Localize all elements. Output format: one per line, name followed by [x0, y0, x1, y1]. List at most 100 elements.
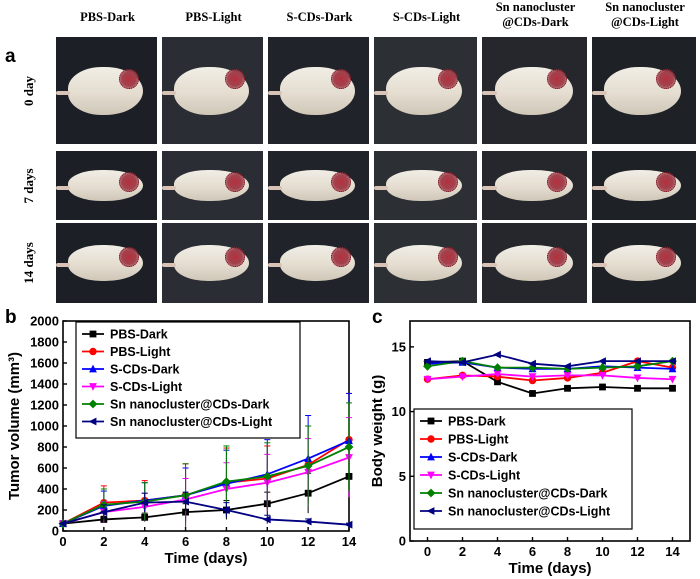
- tumor-site: [547, 247, 567, 267]
- x-axis-label: Time (days): [164, 550, 247, 567]
- plot-frame: [409, 320, 691, 542]
- data-point: [303, 461, 313, 471]
- tumor-site: [119, 172, 139, 192]
- row-label: 0 day: [21, 75, 36, 106]
- y-axis-label: Tumor volume (mm³): [6, 352, 23, 500]
- legend-label: PBS-Dark: [448, 415, 506, 429]
- legend-marker: [426, 507, 435, 515]
- mouse-photo: [162, 223, 263, 303]
- data-point: [563, 371, 572, 380]
- x-axis-label: Time (days): [508, 560, 591, 577]
- data-point: [528, 373, 537, 382]
- mouse-tail: [592, 91, 607, 95]
- legend-label: S-CDs-Dark: [448, 451, 518, 465]
- series-line: [62, 500, 350, 526]
- mouse-photo: [268, 37, 369, 144]
- mouse-tail: [374, 263, 388, 267]
- series-line: [427, 353, 673, 368]
- data-point: [140, 498, 149, 507]
- row-label: 14 days: [21, 242, 36, 284]
- y-tick-label: 200: [37, 503, 59, 518]
- mouse-photo: [374, 223, 477, 303]
- data-point: [598, 357, 606, 366]
- series-line: [427, 360, 673, 395]
- mouse-photo: [374, 151, 477, 220]
- legend-label: Sn nanocluster@CDs-Light: [448, 505, 611, 519]
- data-point: [262, 515, 271, 524]
- tumor-site: [225, 69, 245, 89]
- y-tick-label: 0: [399, 534, 406, 549]
- x-tick-label: 10: [260, 534, 274, 549]
- mouse-photo: [374, 37, 477, 144]
- legend-marker: [89, 330, 97, 338]
- data-point: [669, 384, 676, 392]
- y-tick-label: 1000: [30, 419, 59, 434]
- mouse-tail: [268, 263, 282, 267]
- tumor-site: [331, 69, 351, 89]
- tumor-site: [331, 247, 351, 267]
- tumor-site: [438, 172, 458, 192]
- y-tick-label: 400: [37, 482, 59, 497]
- y-tick-label: 600: [37, 461, 59, 476]
- mouse-tail: [268, 186, 282, 190]
- mouse-photo: [268, 223, 369, 303]
- data-point: [668, 364, 677, 373]
- data-point: [599, 383, 606, 391]
- x-tick-label: 2: [459, 544, 466, 559]
- tumor-site: [656, 69, 676, 89]
- data-point: [598, 363, 607, 372]
- column-header: S-CDs-Dark: [286, 10, 353, 24]
- mouse-photo: [482, 223, 587, 303]
- data-point: [564, 384, 571, 392]
- row-label: 7 days: [21, 167, 36, 204]
- mouse-photo: [56, 223, 157, 303]
- data-point: [633, 374, 642, 383]
- y-tick-label: 800: [37, 440, 59, 455]
- data-point: [58, 519, 67, 528]
- x-tick-label: 2: [100, 534, 107, 549]
- x-tick-label: 14: [342, 534, 357, 549]
- mouse-photo: [592, 223, 696, 303]
- legend-marker: [427, 471, 435, 480]
- mouse-photo: [482, 151, 587, 220]
- mouse-tail: [268, 91, 282, 95]
- tumor-site: [438, 247, 458, 267]
- x-tick-label: 6: [182, 534, 189, 549]
- data-point: [99, 508, 108, 516]
- panel-b-label: b: [5, 307, 17, 328]
- y-tick-label: 2000: [30, 314, 59, 329]
- mouse-photo: [268, 151, 369, 220]
- tumor-site: [331, 172, 351, 192]
- data-point: [458, 373, 467, 382]
- data-point: [181, 497, 189, 506]
- column-header: Sn nanocluster @CDs-Light: [605, 0, 685, 29]
- legend-marker: [89, 383, 97, 391]
- y-tick-label: 0: [52, 524, 59, 539]
- data-point: [222, 506, 230, 514]
- mouse-tail: [482, 263, 497, 267]
- mouse-tail: [162, 186, 176, 190]
- x-tick-label: 8: [223, 534, 230, 549]
- mouse-photo: [162, 37, 263, 144]
- tumor-site: [438, 69, 458, 89]
- mouse-photo: [56, 151, 157, 220]
- legend-label: PBS-Dark: [110, 328, 168, 342]
- y-tick-label: 15: [392, 339, 406, 354]
- x-tick-label: 0: [59, 534, 66, 549]
- column-header: S-CDs-Light: [392, 10, 461, 24]
- data-point: [493, 350, 501, 359]
- x-tick-label: 10: [595, 544, 609, 559]
- mouse-photo: [592, 151, 696, 220]
- data-point: [598, 371, 607, 380]
- y-tick-label: 5: [399, 469, 406, 484]
- column-header: PBS-Dark: [80, 10, 135, 24]
- mouse-photo: [56, 37, 157, 144]
- data-point: [633, 357, 641, 366]
- data-point: [423, 375, 432, 384]
- series-line: [427, 373, 673, 381]
- y-tick-label: 1800: [30, 335, 59, 350]
- legend-marker: [427, 452, 435, 461]
- data-point: [528, 363, 537, 372]
- mouse-tail: [482, 91, 497, 95]
